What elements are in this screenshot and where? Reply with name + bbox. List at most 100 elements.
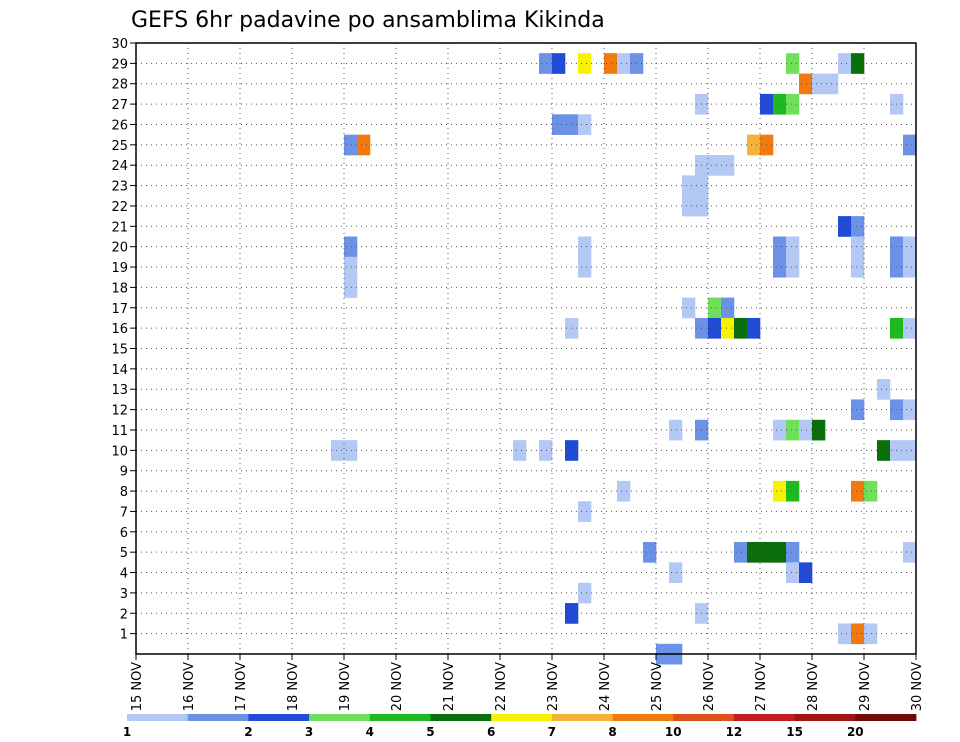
precip-cell <box>877 440 891 461</box>
precip-cell <box>812 419 826 441</box>
chart-title: GEFS 6hr padavine po ansamblima Kikinda <box>131 8 605 33</box>
colorbar-swatch <box>187 714 249 721</box>
precip-cell <box>851 256 865 278</box>
colorbar-swatch <box>309 714 371 721</box>
x-tick-label: 28 NOV <box>806 662 821 711</box>
x-tick-label: 27 NOV <box>754 662 769 711</box>
y-tick-label: 23 <box>111 180 128 195</box>
precip-cell <box>864 623 878 645</box>
precip-cell <box>331 440 345 461</box>
x-tick-label: 30 NOV <box>910 662 925 711</box>
colorbar-label: 10 <box>665 725 682 739</box>
precip-cell <box>799 562 813 584</box>
precip-cell <box>617 53 631 74</box>
precip-cell <box>578 114 592 135</box>
precip-cell <box>708 317 722 339</box>
precip-cell <box>903 317 917 339</box>
axes: 1234567891011121314151617181920212223242… <box>111 37 925 711</box>
precip-cell <box>669 562 683 584</box>
y-tick-label: 26 <box>111 118 128 133</box>
x-tick-label: 15 NOV <box>130 662 145 711</box>
y-tick-label: 17 <box>111 302 128 317</box>
precip-cell <box>851 236 865 258</box>
precip-cell <box>786 53 800 74</box>
precip-cell <box>773 93 787 115</box>
precip-cell <box>903 236 917 258</box>
colorbar-label: 8 <box>608 725 616 739</box>
precip-cell <box>851 216 865 237</box>
precip-cell <box>552 53 566 74</box>
y-tick-label: 29 <box>111 57 128 72</box>
x-tick-label: 25 NOV <box>650 662 665 711</box>
precip-cell <box>682 195 696 217</box>
precip-cell <box>812 73 826 95</box>
precip-cell <box>682 297 696 319</box>
precip-cell <box>786 236 800 258</box>
precip-cell <box>513 440 527 461</box>
precip-cell <box>773 256 787 278</box>
x-tick-label: 19 NOV <box>338 662 353 711</box>
precip-cell <box>747 134 761 156</box>
x-tick-label: 22 NOV <box>494 662 509 711</box>
precip-cell <box>747 317 761 339</box>
precip-cell <box>734 317 748 339</box>
precip-cell <box>903 440 917 461</box>
precip-cell <box>357 134 371 156</box>
precip-cell <box>786 541 800 563</box>
colorbar-swatch <box>794 714 856 721</box>
colorbar-label: 12 <box>726 725 743 739</box>
y-tick-label: 14 <box>111 363 128 378</box>
x-tick-label: 26 NOV <box>702 662 717 711</box>
y-tick-label: 2 <box>120 607 128 622</box>
precip-cell <box>578 501 592 522</box>
precip-cell <box>669 419 683 441</box>
x-tick-label: 17 NOV <box>234 662 249 711</box>
colorbar-label: 15 <box>786 725 803 739</box>
precip-cell <box>578 256 592 278</box>
precip-cell <box>344 440 358 461</box>
y-tick-label: 22 <box>111 200 128 215</box>
y-tick-label: 28 <box>111 78 128 93</box>
precip-cell <box>552 114 566 135</box>
precip-cell <box>799 73 813 95</box>
y-tick-label: 13 <box>111 383 128 398</box>
precip-cell <box>799 419 813 441</box>
y-tick-label: 18 <box>111 281 128 296</box>
precip-cell <box>643 541 657 563</box>
colorbar-label: 2 <box>244 725 252 739</box>
colorbar-legend: 1 2 3 4 5 6 7 8 10 12 15 20 <box>123 714 917 739</box>
x-tick-label: 20 NOV <box>390 662 405 711</box>
y-tick-label: 1 <box>120 628 128 643</box>
y-tick-label: 21 <box>111 220 128 235</box>
precip-cell <box>747 541 761 563</box>
precip-cell <box>708 297 722 319</box>
precip-cell <box>786 562 800 584</box>
precip-cell <box>604 53 618 74</box>
colorbar-swatch <box>248 714 310 721</box>
y-tick-label: 7 <box>120 505 128 520</box>
precip-cell <box>539 440 553 461</box>
colorbar-swatch <box>855 714 917 721</box>
precip-cell <box>851 623 865 645</box>
precip-cell <box>786 480 800 502</box>
precip-cell <box>721 317 735 339</box>
precip-cell <box>344 134 358 156</box>
precip-cell <box>578 582 592 604</box>
x-tick-label: 16 NOV <box>182 662 197 711</box>
colorbar-swatch <box>127 714 189 721</box>
precip-cell <box>786 256 800 278</box>
colorbar-swatch <box>612 714 674 721</box>
precip-cell <box>786 419 800 441</box>
precip-cell <box>773 419 787 441</box>
y-tick-label: 9 <box>120 465 128 480</box>
precip-cell <box>838 53 852 74</box>
colorbar-swatch <box>733 714 796 721</box>
precip-cell <box>851 399 865 421</box>
precip-cell <box>838 623 852 645</box>
colorbar-label: 7 <box>548 725 556 739</box>
precip-cell <box>903 256 917 278</box>
y-tick-label: 25 <box>111 139 128 154</box>
colorbar-swatch <box>673 714 735 721</box>
precip-cell <box>786 93 800 115</box>
